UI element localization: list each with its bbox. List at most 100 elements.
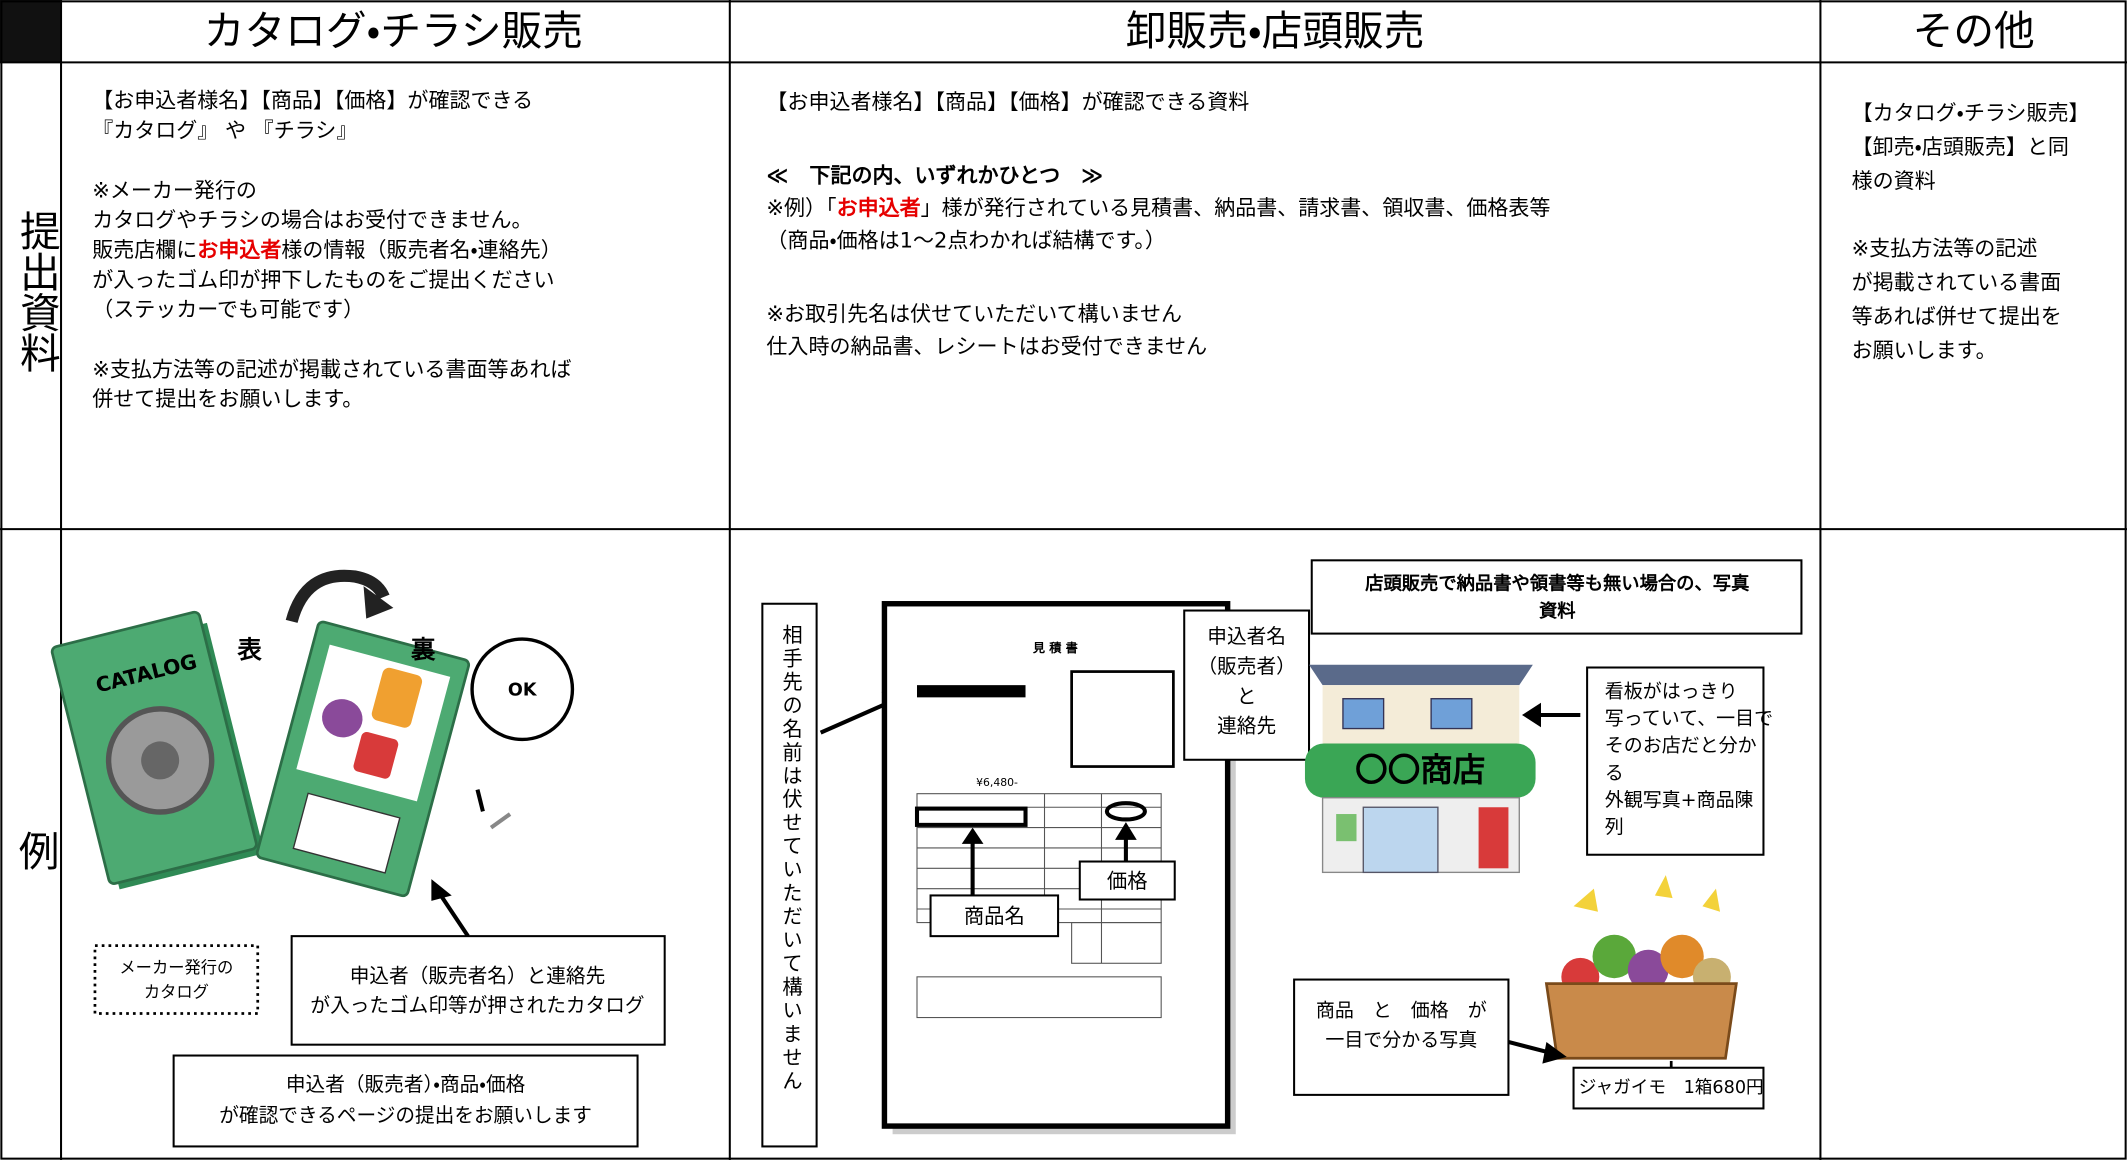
motion-line xyxy=(475,789,485,812)
ok-circle xyxy=(470,637,575,742)
column-header: 卸販売・店頭販売 xyxy=(1126,7,1425,55)
price-label: 価格 xyxy=(1107,869,1148,893)
store-roof xyxy=(1309,664,1533,686)
produce xyxy=(1592,934,1636,979)
shape xyxy=(371,667,423,728)
produce-illustration xyxy=(1544,875,1738,1060)
document-line: ※支払方法等の記述 xyxy=(1852,236,2038,261)
note-line: カタログ xyxy=(144,983,209,1002)
sparkle xyxy=(1654,875,1673,899)
sparkle xyxy=(1702,888,1721,912)
document-line: ※支払方法等の記述が掲載されている書面等あれば xyxy=(92,356,571,381)
sparkle xyxy=(1573,888,1598,912)
wholesale-illustration xyxy=(761,559,1803,1148)
document-line: （商品・価格は1～2点わかれば結構です。） xyxy=(766,227,1166,252)
note-line: 申込者（販売者）・商品・価格 xyxy=(286,1073,526,1096)
text-segment: 」様が発行されている見積書、納品書、請求書、領収書、価格表等 xyxy=(921,195,1551,220)
document-line: 【お申込者様名】【商品】【価格】が確認できる xyxy=(92,88,533,113)
produce xyxy=(1660,934,1704,979)
note-line: 写っていて、一目で xyxy=(1605,708,1773,730)
flip-arrow-head xyxy=(363,586,394,619)
store-illustration xyxy=(1304,664,1536,874)
request-box xyxy=(172,1054,639,1148)
document-line: （ステッカーでも可能です） xyxy=(92,297,364,322)
note-line: メーカー発行の xyxy=(119,958,233,977)
text-segment: 様の情報（販売者名・連絡先） xyxy=(281,237,561,262)
note-line: 外観写真+商品陳 xyxy=(1605,789,1754,811)
note-line: 申込者（販売者名）と連絡先 xyxy=(350,964,606,987)
note-line: 連絡先 xyxy=(1217,715,1276,738)
stamp-area xyxy=(292,792,401,874)
document-line: ※お取引先名は伏せていただいて構いません xyxy=(766,301,1182,326)
note-line: と xyxy=(1237,685,1257,708)
document-line: 併せて提出をお願いします。 xyxy=(92,386,363,411)
product-box xyxy=(929,894,1060,938)
store-sign: 〇〇商店 xyxy=(1355,751,1485,789)
column-header: カタログ・チラシ販売 xyxy=(204,7,583,55)
corner-cell xyxy=(0,0,62,63)
note-line: が入ったゴム印等が押されたカタログ xyxy=(310,994,644,1017)
note-line: が確認できるページの提出をお願いします xyxy=(219,1104,592,1127)
text-segment: お申込者 xyxy=(197,237,281,262)
document-line: ※メーカー発行の xyxy=(92,177,257,202)
document-line: が入ったゴム印が押下したものをご提出ください xyxy=(92,267,554,292)
note-line: そのお店だと分か xyxy=(1605,735,1757,757)
estimate-document xyxy=(881,601,1231,1129)
text-segment: 販売店欄に xyxy=(92,237,197,262)
produce xyxy=(1627,949,1669,991)
ok-label: OK xyxy=(508,681,538,701)
side-label: 表 xyxy=(236,635,262,664)
note-line: る xyxy=(1605,762,1624,784)
stamp-note-box xyxy=(290,935,666,1046)
price-highlight xyxy=(1104,801,1147,822)
note-line: （販売者） xyxy=(1197,655,1295,678)
price-tag-box xyxy=(1572,1066,1765,1110)
shape xyxy=(322,699,363,738)
note-line: 商品 と 価格 が xyxy=(1316,999,1487,1021)
store-door xyxy=(1362,806,1439,874)
redaction-bar xyxy=(916,685,1026,698)
catalog-front xyxy=(50,610,265,890)
document-line: 仕入時の納品書、レシートはお受付できません xyxy=(766,333,1207,358)
catalog-back xyxy=(255,620,471,898)
document-line: 【卸売・店頭販売】と同 xyxy=(1852,134,2069,159)
note-line: 列 xyxy=(1605,816,1624,838)
poster xyxy=(1336,814,1357,842)
column-header: その他 xyxy=(1913,7,2035,55)
vending-machine xyxy=(1478,807,1509,869)
photo-note-box xyxy=(1310,559,1803,635)
price-box xyxy=(1078,860,1176,901)
photo-caption-box xyxy=(1293,978,1510,1096)
pointer-arrow xyxy=(436,890,470,938)
motion-line xyxy=(489,812,512,830)
vertical-note: 相手先の名前は伏せていただいて構いません xyxy=(778,624,802,1093)
document-line: 【カタログ・チラシ販売】 xyxy=(1852,100,2090,125)
doc-amount: ¥6,480- xyxy=(976,776,1018,789)
product-label: 商品名 xyxy=(964,904,1025,928)
document-line: 【お申込者様名】【商品】【価格】が確認できる資料 xyxy=(766,89,1249,114)
maker-note-box xyxy=(93,944,260,1015)
side-label: 裏 xyxy=(410,635,436,664)
shape xyxy=(353,731,399,779)
price-tag: ジャガイモ 1箱680円 xyxy=(1579,1077,1764,1098)
window xyxy=(1430,698,1473,730)
note-line: 店頭販売で納品書や領書等も無い場合の、写真 xyxy=(1365,573,1750,595)
pointer-arrow-head xyxy=(1521,702,1541,728)
note-line: 看板がはっきり xyxy=(1605,680,1738,702)
applicant-box xyxy=(1183,609,1311,761)
pointer-arrow-head xyxy=(1542,1041,1567,1064)
note-line: 申込者名 xyxy=(1207,625,1286,648)
catalog-illustration xyxy=(50,569,666,1148)
pointer-arrow-head xyxy=(961,827,984,844)
document-line: 様の資料 xyxy=(1852,168,1936,193)
doc-totals xyxy=(1071,922,1162,964)
document-line: 販売店欄にお申込者様の情報（販売者名・連絡先） xyxy=(92,237,561,262)
pointer-arrow xyxy=(819,700,890,735)
document-line: ※例）「お申込者」様が発行されている見積書、納品書、請求書、領収書、価格表等 xyxy=(766,195,1550,220)
seller-block xyxy=(1070,670,1175,768)
produce-crate xyxy=(1544,982,1738,1060)
